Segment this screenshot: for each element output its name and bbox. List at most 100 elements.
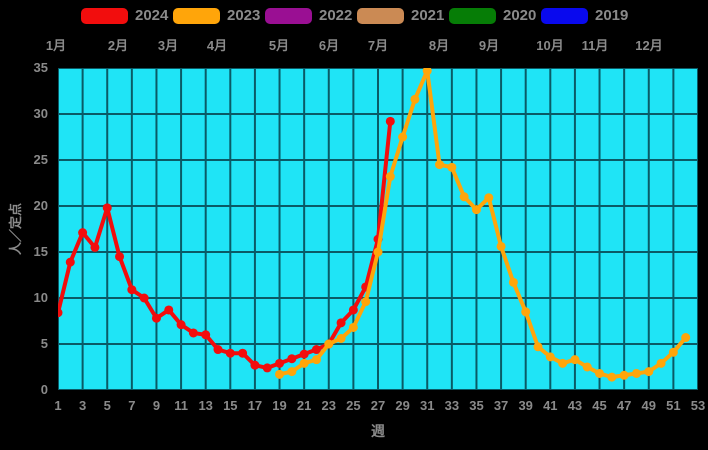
legend-label: 2024 (135, 7, 169, 24)
y-tick-label: 25 (33, 152, 48, 167)
legend-label: 2022 (319, 7, 353, 24)
data-point-2023 (558, 358, 568, 368)
y-tick-label: 5 (40, 336, 48, 351)
data-point-2024 (238, 348, 248, 358)
legend: 2024 2023 2022 2021 2020 2019 (0, 0, 708, 32)
plot-area (58, 68, 698, 390)
data-point-2023 (275, 369, 285, 379)
data-point-2024 (176, 320, 186, 330)
legend-swatch-2019 (541, 8, 588, 24)
data-point-2023 (656, 358, 666, 368)
data-point-2024 (115, 252, 125, 262)
y-tick-label: 0 (40, 382, 48, 397)
data-point-2023 (595, 368, 605, 378)
data-point-2024 (188, 328, 198, 338)
y-axis-title: 人／定点 (8, 203, 23, 256)
x-tick-label: 7 (128, 398, 136, 413)
x-tick-label: 47 (616, 398, 632, 413)
data-point-2023 (435, 160, 445, 170)
legend-swatch-2020 (449, 8, 496, 24)
data-point-2023 (324, 339, 334, 349)
data-point-2023 (484, 193, 494, 203)
y-tick-label: 20 (33, 198, 48, 213)
data-point-2023 (459, 192, 469, 202)
data-point-2024 (348, 305, 358, 315)
data-point-2023 (631, 368, 641, 378)
data-point-2023 (447, 162, 457, 172)
data-point-2024 (127, 285, 137, 295)
data-point-2023 (570, 355, 580, 365)
data-point-2024 (250, 360, 260, 370)
data-point-2024 (65, 257, 75, 267)
legend-label: 2021 (411, 7, 445, 24)
month-label: 6月 (318, 38, 340, 53)
data-point-2024 (213, 345, 223, 355)
x-tick-label: 41 (543, 398, 558, 413)
data-point-2024 (139, 293, 149, 303)
data-point-2023 (582, 362, 592, 372)
x-tick-label: 53 (690, 398, 706, 413)
y-tick-label: 15 (33, 244, 48, 259)
x-tick-label: 11 (174, 398, 188, 413)
data-point-2023 (299, 358, 309, 368)
x-tick-label: 37 (493, 398, 509, 413)
data-point-2023 (545, 352, 555, 362)
data-point-2024 (311, 345, 321, 355)
data-point-2024 (90, 242, 100, 252)
month-label: 1月 (45, 38, 67, 53)
x-tick-label: 29 (395, 398, 410, 413)
month-label: 4月 (206, 38, 228, 53)
x-tick-label: 45 (592, 398, 607, 413)
data-point-2023 (619, 370, 629, 380)
x-tick-label: 25 (346, 398, 361, 413)
data-point-2023 (336, 333, 346, 343)
x-tick-label: 51 (666, 398, 681, 413)
month-label: 3月 (157, 38, 179, 53)
data-point-2023 (607, 372, 617, 382)
data-point-2024 (102, 203, 112, 213)
month-label: 8月 (428, 38, 450, 53)
data-point-2024 (225, 348, 235, 358)
data-point-2023 (385, 172, 395, 182)
x-tick-label: 35 (469, 398, 484, 413)
data-point-2024 (287, 354, 297, 364)
legend-label: 2023 (227, 7, 261, 24)
month-label: 9月 (478, 38, 500, 53)
x-tick-label: 21 (296, 398, 312, 413)
data-point-2023 (422, 68, 432, 76)
x-tick-label: 15 (223, 398, 238, 413)
data-point-2023 (496, 241, 506, 251)
data-point-2023 (287, 367, 297, 377)
y-tick-label: 10 (33, 290, 48, 305)
legend-label: 2019 (595, 7, 629, 24)
month-label: 10月 (536, 38, 564, 53)
data-point-2024 (58, 308, 63, 318)
x-tick-label: 5 (103, 398, 111, 413)
data-point-2023 (668, 347, 678, 357)
x-tick-label: 27 (370, 398, 386, 413)
x-tick-label: 9 (152, 398, 161, 413)
data-point-2023 (508, 277, 518, 287)
data-point-2024 (151, 313, 161, 323)
legend-swatch-2024 (81, 8, 128, 24)
x-tick-label: 19 (272, 398, 287, 413)
x-tick-label: 43 (567, 398, 583, 413)
x-axis-title: 週 (371, 423, 385, 439)
data-point-2023 (311, 355, 321, 365)
data-point-2024 (336, 318, 346, 328)
x-tick-label: 1 (54, 398, 62, 413)
series-line-2023 (277, 68, 688, 380)
y-tick-label: 30 (33, 106, 48, 121)
y-tick-label: 35 (33, 60, 48, 75)
x-tick-label: 33 (444, 398, 460, 413)
data-series (58, 68, 691, 382)
data-point-2024 (164, 305, 174, 315)
x-tick-label: 3 (78, 398, 87, 413)
data-point-2023 (361, 297, 371, 307)
x-tick-label: 39 (518, 398, 533, 413)
month-label: 7月 (367, 38, 389, 53)
x-tick-label: 31 (419, 398, 435, 413)
data-point-2023 (644, 367, 654, 377)
data-point-2024 (201, 330, 211, 340)
